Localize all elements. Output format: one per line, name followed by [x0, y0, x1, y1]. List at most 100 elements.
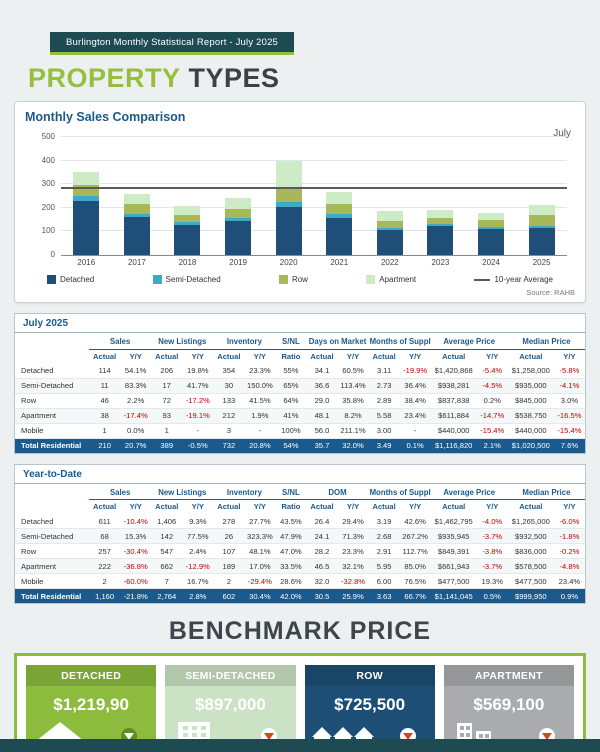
cell: $611,884	[438, 411, 470, 420]
cell: $1,116,820	[434, 441, 473, 450]
cell: 206	[160, 366, 174, 375]
cell: 2.1%	[483, 441, 501, 450]
row-label: Detached	[21, 366, 54, 375]
cell: $578,500	[514, 561, 547, 571]
cell: 54.1%	[124, 366, 147, 375]
bar-segment-apartment	[225, 198, 252, 209]
cell: 5.58	[376, 411, 392, 420]
bar-segment-detached	[376, 230, 403, 255]
cell: 66.7%	[404, 591, 426, 601]
cell: $1,020,500	[511, 441, 550, 450]
cell: 17	[162, 381, 171, 390]
x-axis-label: 2024	[482, 258, 500, 267]
bar-segment-row	[275, 187, 302, 202]
cell: -29.4%	[247, 576, 272, 586]
cell: $477,500	[514, 576, 547, 586]
cell: 0.2%	[483, 396, 501, 405]
cell: -16.5%	[557, 411, 582, 420]
cell: $440,000	[437, 426, 470, 435]
cell: 107	[222, 546, 236, 556]
bar-segment-apartment	[123, 193, 150, 205]
column-sub-header: Y/Y	[409, 351, 422, 361]
cell: -15.4%	[557, 426, 582, 435]
legend-swatch	[366, 275, 376, 284]
bar-segment-row	[326, 203, 353, 215]
legend-swatch	[278, 275, 288, 284]
cell: 65%	[283, 381, 299, 390]
legend-label: Detached	[60, 275, 95, 284]
column-sub-header: Actual	[93, 502, 117, 511]
column-sub-header: Actual	[519, 351, 543, 361]
x-axis-label: 2025	[532, 258, 551, 267]
bar-segment-detached	[326, 218, 353, 255]
cell: -5.8%	[559, 366, 580, 375]
bar-segment-semi-detached	[478, 226, 505, 229]
cell: 34.1	[314, 366, 330, 375]
cell: $538,750	[514, 411, 547, 420]
column-sub-header: Y/Y	[409, 502, 422, 511]
cell: 35.8%	[342, 396, 364, 405]
cell: 77.5%	[187, 531, 209, 541]
table-row: Semi-Detached 68 15.3% 142 77.5% 26 323.3% 47.9…	[15, 528, 585, 544]
cell: 42.0%	[280, 591, 302, 601]
cell: 55%	[283, 366, 299, 375]
cell: 23.4%	[558, 576, 581, 586]
cell: $837,838	[437, 396, 470, 405]
legend-item-detached: Detached	[47, 275, 94, 284]
cell: 2,764	[157, 591, 177, 601]
cell: $938,281	[437, 381, 470, 390]
cell: 114	[98, 366, 111, 375]
cell: 36.4%	[404, 381, 426, 390]
bar-segment-apartment	[376, 211, 403, 221]
bar-segment-semi-detached	[326, 214, 353, 219]
y-axis-tick: 200	[41, 202, 55, 212]
cell: 732	[222, 441, 236, 450]
table-row: Row 46 2.2% 72 -17.2% 133 41.5% 64% 29.0 35.8% 2.8…	[15, 393, 585, 408]
gridline	[61, 159, 567, 161]
cell: 1	[164, 426, 169, 435]
column-sub-header: Y/Y	[563, 351, 576, 361]
cell: -60.0%	[123, 576, 148, 586]
chart-plot: 0 100 200 300 400 500	[42, 132, 567, 259]
cell: 1	[102, 426, 107, 435]
bar-series	[61, 138, 567, 255]
bar-2017	[123, 193, 150, 255]
bar-segment-detached	[528, 228, 555, 255]
page-title: PROPERTY TYPES	[28, 63, 600, 94]
bar-2018	[174, 205, 201, 255]
y-axis-tick: 500	[41, 132, 55, 141]
benchmark-title: BENCHMARK PRICE	[168, 617, 432, 645]
cell: 210	[98, 441, 111, 450]
cell: -0.5%	[187, 441, 208, 450]
x-axis-label: 2023	[431, 258, 450, 267]
column-group-header: Sales	[89, 483, 152, 500]
bar-segment-apartment	[174, 205, 201, 215]
benchmark-price: $897,000	[194, 695, 266, 714]
cell: -19.1%	[185, 411, 210, 420]
cell: 32.1%	[342, 561, 364, 571]
bar-segment-semi-detached	[376, 227, 403, 231]
column-group-header: S/NL	[275, 333, 307, 350]
cell: 211.1%	[340, 426, 366, 435]
cell: 27.7%	[249, 516, 271, 526]
bar-segment-detached	[275, 206, 302, 255]
cell: 36.6	[314, 381, 330, 390]
cell: $932,500	[514, 531, 547, 541]
column-sub-header: Actual	[93, 351, 117, 361]
cell: 32.0%	[342, 441, 364, 450]
bar-segment-apartment	[275, 160, 302, 188]
row-label: Row	[21, 546, 37, 556]
column-sub-header: Y/Y	[253, 502, 266, 511]
table-row: Detached 611 -10.4% 1,406 9.3% 278 27.7% 43.5% 2…	[15, 514, 585, 529]
cell: 389	[160, 441, 174, 450]
cell: 2.73	[376, 381, 392, 390]
table-row: Row 257 -30.4% 547 2.4% 107 48.1% 47.0% 28.2 23.3…	[15, 544, 585, 559]
cell: 323.3%	[247, 531, 273, 541]
cell: $999,950	[514, 591, 547, 601]
cell: 112.7%	[402, 546, 428, 556]
benchmark-card-label: SEMI-DETACHED	[165, 665, 296, 686]
column-sub-header: Y/Y	[253, 351, 266, 361]
cell: -4.8%	[559, 561, 580, 571]
benchmark-card-semi-detached: SEMI-DETACHED $897,000 10% YE	[165, 665, 296, 752]
